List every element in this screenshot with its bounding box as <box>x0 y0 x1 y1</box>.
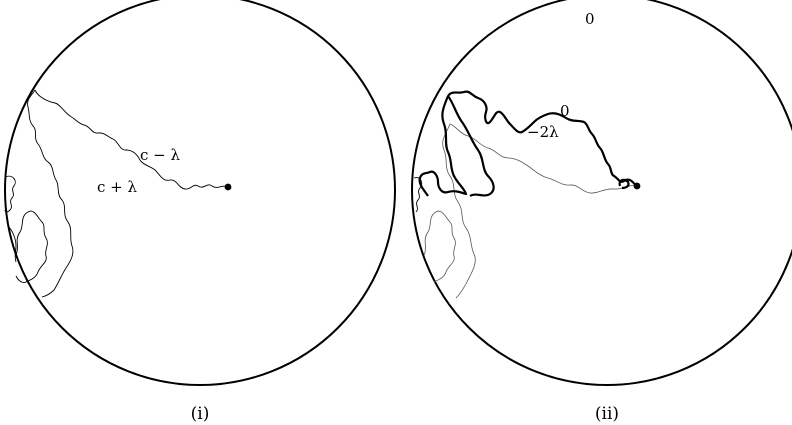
caption-ii: (ii) <box>595 404 619 424</box>
boundary-blob-ii <box>413 177 423 213</box>
flow-line-upper <box>34 89 229 190</box>
label-neg-two-lambda: −2λ <box>527 123 559 141</box>
flow-line-gray <box>449 123 637 194</box>
endpoint-dot-ii <box>633 182 641 190</box>
label-c-minus-lambda: c − λ <box>140 146 181 164</box>
boundary-blob-upper <box>4 175 16 213</box>
label-top-zero: 0 <box>585 10 595 28</box>
label-flow-zero: 0 <box>560 102 570 120</box>
label-c-plus-lambda: c + λ <box>97 178 138 196</box>
flow-boundary-gray <box>442 123 476 299</box>
gray-blob-lower <box>423 210 456 283</box>
endpoint-dot-i <box>224 183 232 191</box>
disk-boundary-ii <box>411 0 792 386</box>
flow-line-thick <box>447 90 637 187</box>
panel-i: c − λ c + λ (i) <box>4 0 396 424</box>
endpoint-loop <box>618 178 630 190</box>
disk-boundary-i <box>4 0 396 386</box>
boundary-loop-thick-2 <box>447 95 495 197</box>
boundary-loop-thick <box>418 95 468 197</box>
boundary-blob-small <box>7 225 17 263</box>
caption-i: (i) <box>191 404 210 424</box>
flow-line-lower <box>27 89 74 298</box>
panel-ii: 0 0 −2λ (ii) <box>411 0 792 424</box>
boundary-blob-lower <box>15 210 48 283</box>
